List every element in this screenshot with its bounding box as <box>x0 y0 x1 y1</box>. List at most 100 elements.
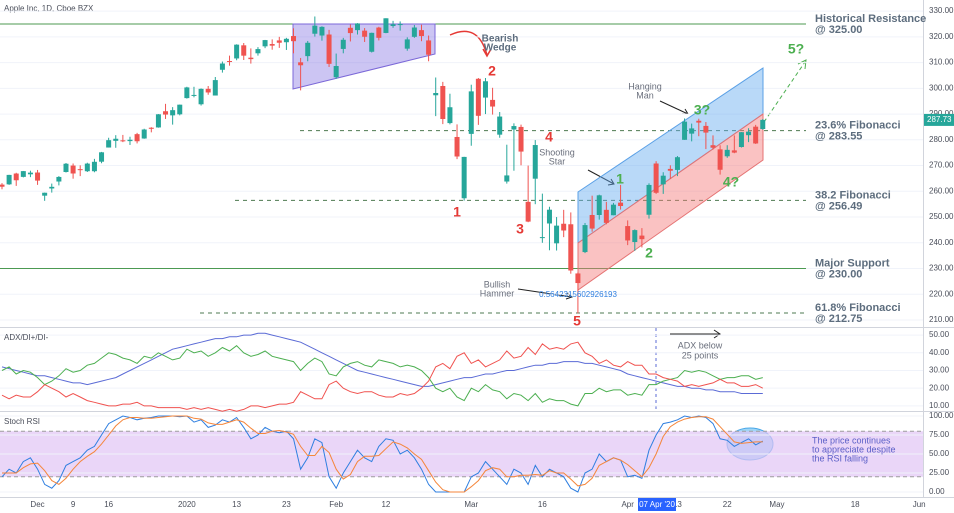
candle-body <box>27 172 33 175</box>
candle-body <box>660 175 666 185</box>
candle-body <box>376 27 382 38</box>
x-tick-label: Apr <box>621 500 634 509</box>
candle-body <box>99 152 105 162</box>
annotation: Bearish <box>482 34 519 45</box>
last-price-label: 287.73 <box>927 115 952 124</box>
candle-body <box>155 114 161 128</box>
candle-body <box>610 204 616 216</box>
candle-body <box>746 131 752 136</box>
x-tick-label: 9 <box>71 500 76 509</box>
candle-body <box>596 195 602 215</box>
candle-body <box>582 225 588 253</box>
candle-body <box>84 163 90 172</box>
candle-body <box>262 40 268 47</box>
panel-title: Stoch RSI <box>4 417 40 426</box>
candle-body <box>13 173 19 181</box>
y-tick-label: 20.00 <box>929 383 950 392</box>
candle-body <box>504 175 510 182</box>
candle-body <box>589 214 595 229</box>
candle-body <box>355 23 360 31</box>
candle-body <box>312 25 318 34</box>
candle-body <box>667 168 673 171</box>
candle-body <box>625 226 631 241</box>
indicator-line <box>1 415 764 493</box>
candle-body <box>696 120 702 123</box>
x-tick-label: 12 <box>381 500 390 509</box>
candle-body <box>269 44 275 46</box>
candle-body <box>20 171 26 177</box>
candle-body <box>703 125 709 133</box>
wave-label: 5? <box>788 41 804 57</box>
y-tick-label: 30.00 <box>929 366 950 375</box>
candle-body <box>255 49 261 54</box>
x-tick-label: 13 <box>673 500 682 509</box>
wave-label: 3? <box>694 102 710 118</box>
candle-body <box>148 127 154 129</box>
candle-body <box>63 163 69 172</box>
candle-body <box>632 230 638 243</box>
candle-body <box>91 161 97 172</box>
y-tick-label: 300.00 <box>929 83 954 92</box>
candle-body <box>447 107 453 124</box>
candle-body <box>56 176 62 182</box>
level-name: 23.6% Fibonacci <box>815 120 901 132</box>
candle-body <box>490 99 496 107</box>
x-tick-label: 13 <box>232 500 241 509</box>
y-tick-label: 50.00 <box>929 449 950 458</box>
y-tick-label: 50.00 <box>929 330 950 339</box>
indicator-line <box>2 415 763 493</box>
candle-body <box>682 121 688 140</box>
chart-title: Apple Inc, 1D, Cboe BZX <box>4 4 94 13</box>
projection-arrow <box>763 61 806 123</box>
candle-body <box>674 157 680 170</box>
y-tick-label: 0.00 <box>929 487 945 496</box>
candle-body <box>753 126 759 144</box>
y-tick-label: 210.00 <box>929 315 954 324</box>
y-tick-label: 270.00 <box>929 161 954 170</box>
crosshair-label: 07 Apr '20 <box>639 500 675 509</box>
candle-body <box>475 78 481 116</box>
y-tick-label: 75.00 <box>929 430 950 439</box>
candle-body <box>653 163 659 193</box>
candle-body <box>418 30 424 37</box>
candle-body <box>689 128 695 134</box>
y-tick-label: 310.00 <box>929 58 954 67</box>
candle-body <box>49 186 55 189</box>
annotation: 0.5642315602926193 <box>539 290 617 299</box>
candle-body <box>717 149 723 170</box>
candle-body <box>561 223 567 231</box>
annotation: Hammer <box>480 288 515 298</box>
candle-body <box>212 80 218 96</box>
candle-body <box>184 87 190 99</box>
x-tick-label: May <box>769 500 784 509</box>
candle-body <box>554 225 560 244</box>
x-tick-label: 23 <box>282 500 291 509</box>
x-tick-label: Dec <box>30 500 44 509</box>
candle-body <box>333 66 339 78</box>
candle-body <box>298 62 304 66</box>
candle-body <box>411 27 417 37</box>
y-tick-label: 10.00 <box>929 401 950 410</box>
candle-body <box>710 145 716 148</box>
candle-body <box>120 140 126 142</box>
y-tick-label: 240.00 <box>929 238 954 247</box>
level-label: @ 325.00 <box>815 24 862 36</box>
candle-body <box>127 139 133 142</box>
crosshair-box <box>638 498 676 511</box>
annotation: Wedge <box>484 43 517 54</box>
candle-body <box>326 34 332 64</box>
annotation: to appreciate despite <box>812 444 896 454</box>
candle-body <box>482 81 488 98</box>
candle-body <box>191 94 197 96</box>
candle-body <box>291 36 297 42</box>
candle-body <box>369 32 375 52</box>
candle-body <box>248 57 254 60</box>
candle-body <box>305 42 311 57</box>
candle-body <box>283 38 289 43</box>
candle-body <box>77 169 83 171</box>
y-tick-label: 25.00 <box>929 468 950 477</box>
level-label: @ 283.55 <box>815 131 862 143</box>
candle-body <box>134 134 140 142</box>
indicator-line <box>1 345 763 407</box>
